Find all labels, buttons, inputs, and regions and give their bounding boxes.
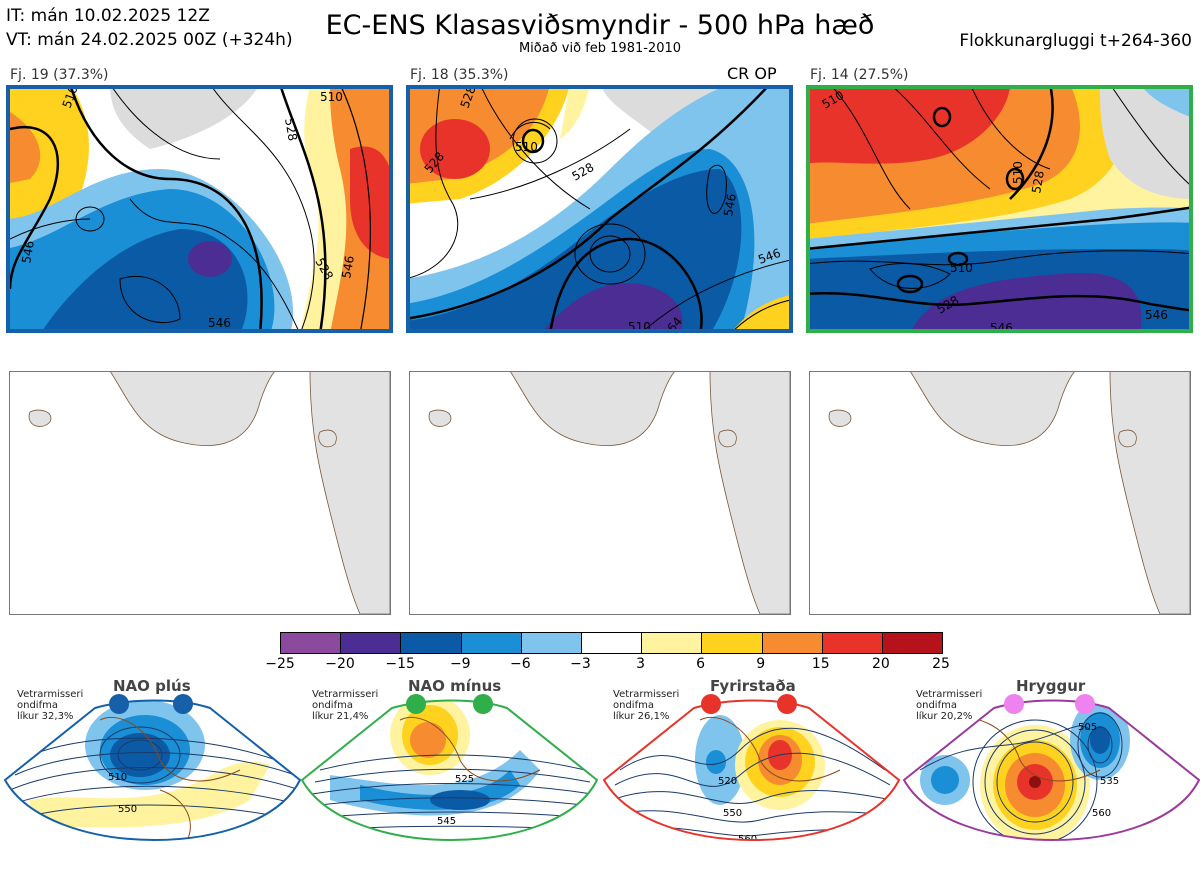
valid-time: VT: mán 24.02.2025 00Z (+324h): [6, 30, 293, 50]
cluster-3-contour-label: 528: [1029, 170, 1047, 195]
colorbar-swatch: [341, 633, 402, 653]
cluster-1-caption: Fj. 19 (37.3%): [10, 67, 109, 83]
regime-3-contour-label: 520: [718, 776, 737, 787]
colorbar-swatch: [642, 633, 703, 653]
cluster-1-contour-label: 510: [320, 90, 343, 104]
regime-1-stats: Vetrarmisseri ondifma líkur 32,3%: [17, 689, 84, 722]
colorbar-swatch: [281, 633, 342, 653]
colorbar-tick: −9: [449, 656, 471, 672]
regime-2-contour-label: 565: [448, 850, 467, 861]
regime-4-contour-label: 560: [1092, 808, 1111, 819]
regime-3-dot: [701, 694, 721, 714]
colorbar-swatch: [882, 633, 943, 653]
regime-3-stats: Vetrarmisseri ondifma líkur 26,1%: [613, 689, 680, 722]
regime-2-dot: [406, 694, 426, 714]
regime-4-map: 505 535 560: [904, 700, 1199, 840]
colorbar-tick: 15: [811, 656, 830, 672]
colorbar-tick: 6: [696, 656, 706, 672]
regime-3-contour-label: 560: [738, 834, 757, 845]
regime-1-dot: [109, 694, 129, 714]
colorbar-tick: −6: [510, 656, 531, 672]
cluster-2-contour-label: 510: [628, 320, 651, 329]
cluster-2-caption: Fj. 18 (35.3%): [410, 67, 509, 83]
cluster-2-map[interactable]: 510 528 528 528 546 546 564 510: [406, 85, 793, 333]
regime-1-map: 510 550: [5, 700, 300, 840]
colorbar-swatch: [401, 633, 462, 653]
cluster-3-contour-label: 546: [990, 321, 1013, 329]
regime-2-stats: Vetrarmisseri ondifma líkur 21,4%: [312, 689, 379, 722]
page-title: EC-ENS Klasasviðsmyndir - 500 hPa hæð: [325, 10, 875, 41]
cluster-3-contour-label: 510: [950, 261, 973, 275]
anomaly-colorbar: [280, 632, 943, 654]
colorbar-swatch: [762, 633, 823, 653]
regime-3-map: 520 550 560: [604, 700, 899, 845]
regime-1-dot: [173, 694, 193, 714]
regime-4-title: Hryggur: [1016, 677, 1086, 695]
regime-2-contour-label: 545: [437, 816, 456, 827]
cluster-3-map[interactable]: 510 510 528 510 528 546 546: [806, 85, 1193, 333]
cluster-1-contour-label: 546: [19, 240, 37, 265]
regime-2-map: 525 545 565: [302, 700, 597, 861]
colorbar-tick: 25: [932, 656, 950, 672]
cluster-1-contour-label: 546: [339, 255, 357, 280]
regime-3-title: Fyrirstaða: [710, 677, 796, 695]
colorbar-swatch: [581, 633, 643, 653]
colorbar-swatch: [521, 633, 582, 653]
cluster-1-contour-label: 528: [282, 117, 300, 142]
colorbar-tick: 20: [871, 656, 890, 672]
cluster-3-caption: Fj. 14 (27.5%): [810, 67, 909, 83]
cluster-3-contour-label: 546: [1145, 308, 1168, 322]
empty-map-1: [9, 371, 391, 615]
initial-time: IT: mán 10.02.2025 12Z: [6, 6, 210, 26]
cluster-2-contour-label: 510: [515, 140, 538, 154]
cluster-1-contour-label: 546: [208, 316, 231, 329]
regime-2-title: NAO mínus: [408, 677, 502, 695]
regime-1-title: NAO plús: [113, 677, 191, 695]
page-subtitle: Miðað við feb 1981-2010: [518, 41, 682, 56]
regime-3-contour-label: 550: [723, 808, 742, 819]
regime-2-contour-label: 525: [455, 774, 474, 785]
regime-4-stats: Vetrarmisseri ondifma líkur 20,2%: [916, 689, 983, 722]
cluster-3-contour-label: 510: [1011, 161, 1025, 184]
colorbar-tick: 3: [636, 656, 645, 672]
regime-1-contour-label: 510: [108, 772, 127, 783]
colorbar-swatch: [702, 633, 763, 653]
regime-2-dot: [473, 694, 493, 714]
cluster-1-map[interactable]: 510 528 546 528 546 510 546: [6, 85, 393, 333]
regime-3-dot: [777, 694, 797, 714]
regime-4-contour-label: 505: [1078, 722, 1097, 733]
colorbar-tick: −3: [570, 656, 591, 672]
regime-4-dot: [1075, 694, 1095, 714]
colorbar-tick: −25: [265, 656, 295, 672]
cluster-2-contour-label: 546: [721, 193, 739, 218]
empty-map-3: [809, 371, 1191, 615]
regime-4-contour-label: 535: [1100, 776, 1119, 787]
regime-4-dot: [1004, 694, 1024, 714]
regime-1-contour-label: 550: [118, 804, 137, 815]
colorbar-tick: 9: [756, 656, 766, 672]
empty-map-2: [409, 371, 791, 615]
colorbar-swatch: [822, 633, 883, 653]
regime-maps: 510 550 525 545 565: [3, 694, 1200, 861]
classification-window: Flokkunargluggi t+264-360: [959, 31, 1192, 51]
colorbar-swatch: [461, 633, 522, 653]
cluster-2-control-op-label: CR OP: [727, 64, 777, 83]
colorbar-tick: −15: [385, 656, 415, 672]
colorbar-tick: −20: [325, 656, 355, 672]
